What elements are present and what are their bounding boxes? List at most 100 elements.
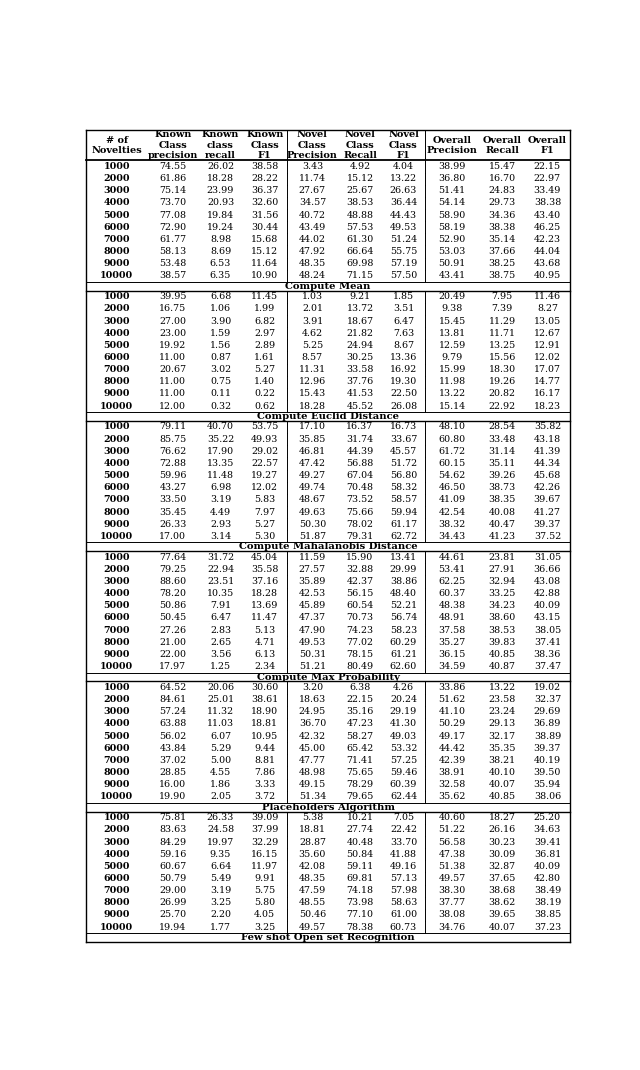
Text: 58.13: 58.13 [159,247,186,256]
Text: 7000: 7000 [104,755,130,765]
Text: 2.83: 2.83 [210,626,231,635]
Text: 56.02: 56.02 [159,732,186,740]
Text: 23.58: 23.58 [488,696,516,704]
Text: 48.55: 48.55 [299,899,326,907]
Text: 42.23: 42.23 [534,235,561,244]
Text: 41.39: 41.39 [534,447,561,456]
Text: Compute Mean: Compute Mean [285,281,371,291]
Text: 65.42: 65.42 [346,744,374,752]
Text: 47.92: 47.92 [299,247,326,256]
Text: 17.97: 17.97 [159,662,186,671]
Text: 9.91: 9.91 [254,874,275,883]
Text: 15.47: 15.47 [488,162,516,171]
Text: 11.46: 11.46 [534,292,561,302]
Text: 75.81: 75.81 [159,813,186,822]
Text: 23.51: 23.51 [207,577,234,586]
Text: 84.61: 84.61 [159,696,186,704]
Text: 40.10: 40.10 [488,768,516,777]
Text: 62.25: 62.25 [438,577,466,586]
Text: 10.35: 10.35 [207,590,234,598]
Text: 52.90: 52.90 [438,235,466,244]
Text: 19.84: 19.84 [207,211,234,219]
Text: 10.21: 10.21 [346,813,374,822]
Text: 38.86: 38.86 [390,577,417,586]
Text: 51.62: 51.62 [438,696,466,704]
Text: 13.41: 13.41 [390,553,417,562]
Text: 35.60: 35.60 [299,850,326,859]
Text: 16.17: 16.17 [534,389,561,398]
Text: 49.03: 49.03 [390,732,417,740]
Text: 57.24: 57.24 [159,707,186,716]
Text: 6.68: 6.68 [210,292,231,302]
Text: 46.25: 46.25 [534,223,561,232]
Text: 32.17: 32.17 [488,732,516,740]
Text: 1.85: 1.85 [393,292,414,302]
Text: 8000: 8000 [104,768,130,777]
Text: 36.70: 36.70 [299,719,326,729]
Text: 64.52: 64.52 [159,683,186,692]
Text: 74.55: 74.55 [159,162,186,171]
Text: 40.08: 40.08 [488,507,516,517]
Text: 51.87: 51.87 [299,532,326,540]
Text: 43.84: 43.84 [159,744,186,752]
Text: 36.66: 36.66 [534,565,561,574]
Text: 49.74: 49.74 [299,484,326,492]
Text: 48.67: 48.67 [299,495,326,504]
Text: 8000: 8000 [104,378,130,386]
Text: 40.87: 40.87 [488,662,516,671]
Text: 11.31: 11.31 [299,365,326,374]
Text: 2000: 2000 [104,434,130,444]
Text: 2.97: 2.97 [254,328,275,338]
Text: 50.29: 50.29 [438,719,466,729]
Text: 2000: 2000 [104,696,130,704]
Text: 37.99: 37.99 [251,825,278,835]
Text: 15.99: 15.99 [438,365,466,374]
Text: 41.09: 41.09 [438,495,466,504]
Text: 22.50: 22.50 [390,389,417,398]
Text: 5.27: 5.27 [254,520,275,529]
Text: 38.57: 38.57 [159,272,186,280]
Text: 38.06: 38.06 [534,792,561,801]
Text: 1000: 1000 [104,292,130,302]
Text: 2000: 2000 [104,825,130,835]
Text: 37.16: 37.16 [251,577,278,586]
Text: 35.35: 35.35 [488,744,516,752]
Text: 40.72: 40.72 [299,211,326,219]
Text: 38.89: 38.89 [534,732,561,740]
Text: 59.11: 59.11 [346,861,374,871]
Text: 38.38: 38.38 [534,198,561,208]
Text: 60.37: 60.37 [438,590,466,598]
Text: Known
Class
F1: Known Class F1 [246,131,284,160]
Text: 22.00: 22.00 [159,649,186,659]
Text: 6000: 6000 [104,223,130,232]
Text: 13.35: 13.35 [207,459,234,468]
Text: 22.42: 22.42 [390,825,417,835]
Text: 79.31: 79.31 [346,532,374,540]
Text: 20.24: 20.24 [390,696,417,704]
Text: 53.75: 53.75 [251,423,278,431]
Text: 12.59: 12.59 [438,341,466,350]
Text: 40.47: 40.47 [488,520,516,529]
Text: 34.76: 34.76 [438,922,466,932]
Text: Compute Max Probability: Compute Max Probability [257,673,399,682]
Text: 2000: 2000 [104,174,130,183]
Text: 32.94: 32.94 [488,577,516,586]
Text: 11.74: 11.74 [299,174,326,183]
Text: Novel
Class
F1: Novel Class F1 [388,131,419,160]
Text: 7000: 7000 [104,365,130,374]
Text: 19.02: 19.02 [534,683,561,692]
Text: 8.98: 8.98 [210,235,231,244]
Text: 75.14: 75.14 [159,186,186,196]
Text: 3.43: 3.43 [301,162,323,171]
Text: 10000: 10000 [100,922,133,932]
Text: Placeholders Algorithm: Placeholders Algorithm [262,802,394,812]
Text: 4000: 4000 [104,719,130,729]
Text: 2.05: 2.05 [210,792,231,801]
Text: 1.06: 1.06 [210,304,231,314]
Text: 5.00: 5.00 [210,755,231,765]
Text: 15.90: 15.90 [346,553,374,562]
Text: 43.49: 43.49 [299,223,326,232]
Text: 18.63: 18.63 [299,696,326,704]
Text: 49.17: 49.17 [438,732,466,740]
Text: 11.29: 11.29 [488,317,516,325]
